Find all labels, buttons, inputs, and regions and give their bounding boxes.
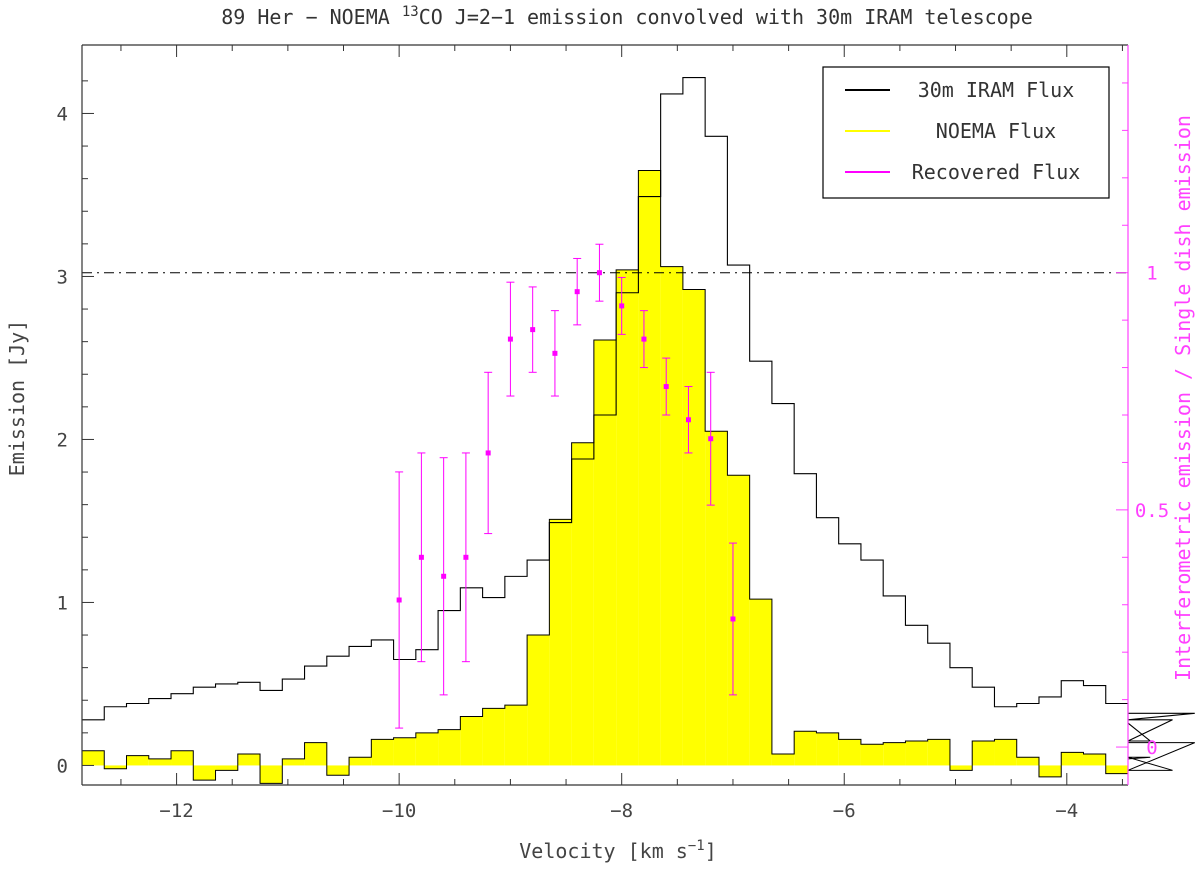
- x-tick-label: −8: [610, 800, 633, 822]
- noema-bar: [682, 289, 706, 766]
- recovered-point: [596, 270, 602, 276]
- iram-flux-series: [82, 77, 1195, 742]
- y-right-tick-label: 1: [1146, 263, 1157, 285]
- legend-label-noema: NOEMA Flux: [936, 119, 1056, 143]
- noema-bar: [148, 758, 172, 766]
- noema-bar: [771, 754, 795, 766]
- recovered-point: [641, 336, 647, 342]
- noema-outline: [82, 170, 1195, 784]
- y-tick-label: 4: [57, 103, 68, 125]
- noema-bar: [482, 708, 505, 766]
- noema-bar: [193, 765, 216, 781]
- y-tick-label: 1: [57, 592, 68, 614]
- x-axis-superscript: −1: [688, 838, 705, 854]
- y-right-tick-label: 0.5: [1135, 500, 1169, 522]
- legend: 30m IRAM Flux NOEMA Flux Recovered Flux: [822, 66, 1110, 199]
- noema-bar: [860, 744, 884, 766]
- x-tick-label: −12: [159, 800, 193, 822]
- noema-bar: [1105, 765, 1128, 774]
- noema-bar: [371, 739, 394, 766]
- noema-bar: [1061, 752, 1084, 766]
- noema-bar: [638, 170, 661, 766]
- noema-bar: [838, 739, 861, 766]
- noema-bar: [415, 732, 439, 766]
- noema-bar: [549, 519, 572, 766]
- noema-bar: [705, 431, 728, 766]
- recovered-point: [485, 450, 491, 456]
- noema-bar: [593, 340, 617, 766]
- recovered-point: [441, 573, 447, 579]
- noema-bar: [749, 599, 772, 766]
- title-superscript: 13: [402, 4, 419, 20]
- recovered-point: [530, 327, 536, 333]
- legend-label-iram: 30m IRAM Flux: [918, 78, 1075, 102]
- y-axis-right-title: Interferometric emission / Single dish e…: [1171, 115, 1195, 681]
- recovered-point: [418, 554, 424, 560]
- recovered-point: [730, 616, 736, 622]
- noema-bar: [1083, 754, 1106, 766]
- recovered-point: [396, 597, 402, 603]
- noema-bar: [82, 750, 105, 766]
- legend-label-recovered: Recovered Flux: [912, 160, 1081, 184]
- iram-step-line: [82, 77, 1195, 742]
- recovered-point: [619, 303, 625, 309]
- legend-box: [822, 66, 1110, 199]
- x-tick-label: −10: [382, 800, 416, 822]
- noema-bar: [260, 765, 283, 784]
- y-tick-label: 2: [57, 429, 68, 451]
- noema-bar: [460, 716, 483, 766]
- noema-bar: [816, 732, 839, 766]
- recovered-point: [574, 289, 580, 295]
- noema-bar: [972, 740, 995, 766]
- recovered-point: [663, 384, 669, 390]
- noema-bar: [304, 742, 327, 766]
- noema-bar: [349, 757, 372, 766]
- recovered-point: [685, 417, 691, 423]
- noema-bar: [438, 729, 461, 766]
- noema-bar: [883, 742, 906, 766]
- noema-bar: [616, 269, 639, 766]
- noema-bar: [794, 731, 817, 766]
- recovered-flux-series: [395, 243, 737, 729]
- noema-bar: [104, 765, 127, 769]
- noema-bar: [215, 765, 238, 771]
- x-axis-title: Velocity [km s−1]: [519, 838, 716, 863]
- noema-bar: [504, 705, 528, 766]
- recovered-point: [552, 350, 558, 356]
- noema-bar: [393, 737, 416, 766]
- axis-ticks: −12 −10 −8 −6 −4 0 1 2 3 4 0 0.5 1: [57, 45, 1169, 822]
- y-tick-label: 0: [57, 755, 68, 777]
- noema-bar: [1016, 757, 1039, 766]
- recovered-point: [463, 554, 469, 560]
- y-axis-title: Emission [Jy]: [5, 320, 29, 477]
- noema-bar: [126, 755, 149, 766]
- y-right-tick-label: 0: [1146, 737, 1157, 759]
- recovered-point: [507, 336, 513, 342]
- noema-bar: [171, 750, 194, 766]
- noema-bar: [282, 758, 305, 766]
- noema-bar: [905, 740, 928, 766]
- chart-title: 89 Her − NOEMA 13CO J=2−1 emission convo…: [221, 4, 1033, 29]
- x-tick-label: −4: [1055, 800, 1078, 822]
- noema-bar: [660, 266, 683, 766]
- noema-bar: [949, 765, 973, 771]
- noema-bar: [326, 765, 350, 776]
- noema-bar: [994, 739, 1017, 766]
- recovered-point: [708, 436, 714, 442]
- noema-bar: [1038, 765, 1062, 777]
- x-tick-label: −6: [833, 800, 856, 822]
- noema-bar: [527, 635, 550, 766]
- y-tick-label: 3: [57, 266, 68, 288]
- noema-bar: [237, 754, 261, 766]
- noema-bar: [571, 442, 594, 766]
- noema-bar: [927, 739, 950, 766]
